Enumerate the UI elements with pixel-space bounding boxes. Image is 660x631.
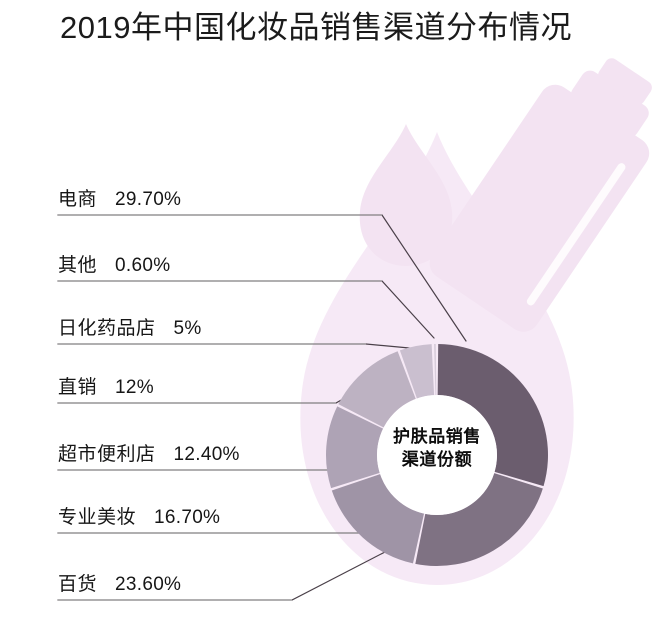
callout-ecommerce[interactable]: 电商 29.70% <box>58 188 181 212</box>
donut-slices <box>325 344 548 567</box>
callout-value: 12% <box>115 377 154 398</box>
center-line-1: 护肤品销售 <box>393 427 481 446</box>
donut-center-label: 护肤品销售 渠道份额 <box>366 425 508 471</box>
callout-label: 电商 <box>58 189 98 210</box>
callout-label: 超市便利店 <box>58 444 156 465</box>
callout-beauty-store[interactable]: 专业美妆 16.70% <box>58 506 220 530</box>
callout-label: 日化药品店 <box>58 318 156 339</box>
callout-value: 12.40% <box>173 444 240 465</box>
leader-line-drugstore <box>57 343 421 350</box>
callout-drugstore[interactable]: 日化药品店 5% <box>58 317 202 341</box>
callout-department-store[interactable]: 百货 23.60% <box>58 573 181 597</box>
donut-slice[interactable] <box>437 344 548 487</box>
callout-label: 其他 <box>58 255 98 276</box>
page-title: 2019年中国化妆品销售渠道分布情况 <box>60 10 572 45</box>
donut-slice[interactable] <box>325 406 384 489</box>
callout-value: 5% <box>173 318 202 339</box>
callout-direct-sales[interactable]: 直销 12% <box>58 376 154 400</box>
callout-value: 23.60% <box>115 574 182 595</box>
donut-hole <box>377 395 497 515</box>
callout-label: 百货 <box>58 574 98 595</box>
donut-slice[interactable] <box>399 344 435 399</box>
donut-slice[interactable] <box>338 351 416 428</box>
center-line-2: 渠道份额 <box>401 450 473 469</box>
callout-label: 专业美妆 <box>58 507 137 528</box>
callout-value: 16.70% <box>154 507 221 528</box>
callout-value: 0.60% <box>115 255 171 276</box>
callout-supermarket[interactable]: 超市便利店 12.40% <box>58 443 240 467</box>
donut-slice[interactable] <box>415 473 543 567</box>
callout-other[interactable]: 其他 0.60% <box>58 254 170 278</box>
donut-slice[interactable] <box>434 344 437 396</box>
label-underlines <box>58 214 382 601</box>
donut-slice[interactable] <box>331 474 425 564</box>
callout-value: 29.70% <box>115 189 182 210</box>
callout-label: 直销 <box>58 377 98 398</box>
